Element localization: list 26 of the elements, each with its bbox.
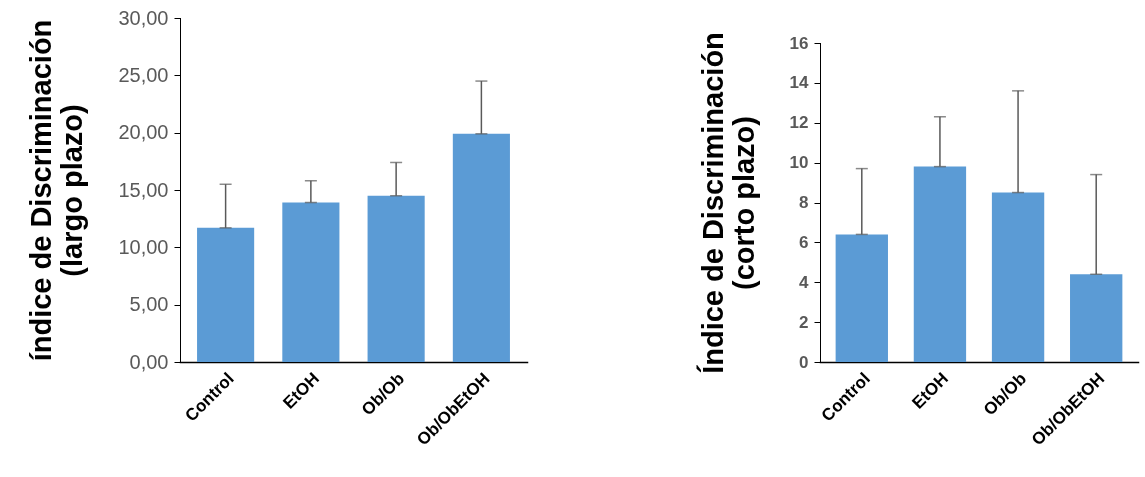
bar <box>452 133 510 362</box>
y-tick-label: 14 <box>789 73 810 93</box>
bar <box>197 227 255 362</box>
y-tick-label: 8 <box>799 193 809 212</box>
bar <box>913 166 967 362</box>
bar <box>282 202 340 362</box>
y-tick-label: 16 <box>789 33 809 53</box>
y-tick-label: 0,00 <box>129 350 169 373</box>
y-tick-label: 5,00 <box>129 293 169 316</box>
bar <box>991 192 1045 362</box>
bar <box>367 195 425 362</box>
y-tick-label: 12 <box>789 113 809 133</box>
y-tick-label: 4 <box>799 272 810 292</box>
bar <box>835 234 888 362</box>
y-tick-label: 15,00 <box>118 178 169 201</box>
y-tick-label: 30,00 <box>118 6 169 29</box>
y-tick-label: 20,00 <box>118 121 169 144</box>
y-tick-label: 25,00 <box>118 63 169 86</box>
y-tick-label: 2 <box>799 312 809 332</box>
y-axis-title: Índice de Discriminación (corto plazo) <box>695 32 760 374</box>
y-tick-label: 10 <box>789 153 809 173</box>
y-tick-label: 0 <box>799 352 809 372</box>
y-tick-label: 6 <box>799 232 809 252</box>
y-axis-title: índice de Discriminación (largo plazo) <box>25 19 89 362</box>
y-tick-label: 10,00 <box>118 235 169 258</box>
bar <box>1070 274 1123 362</box>
